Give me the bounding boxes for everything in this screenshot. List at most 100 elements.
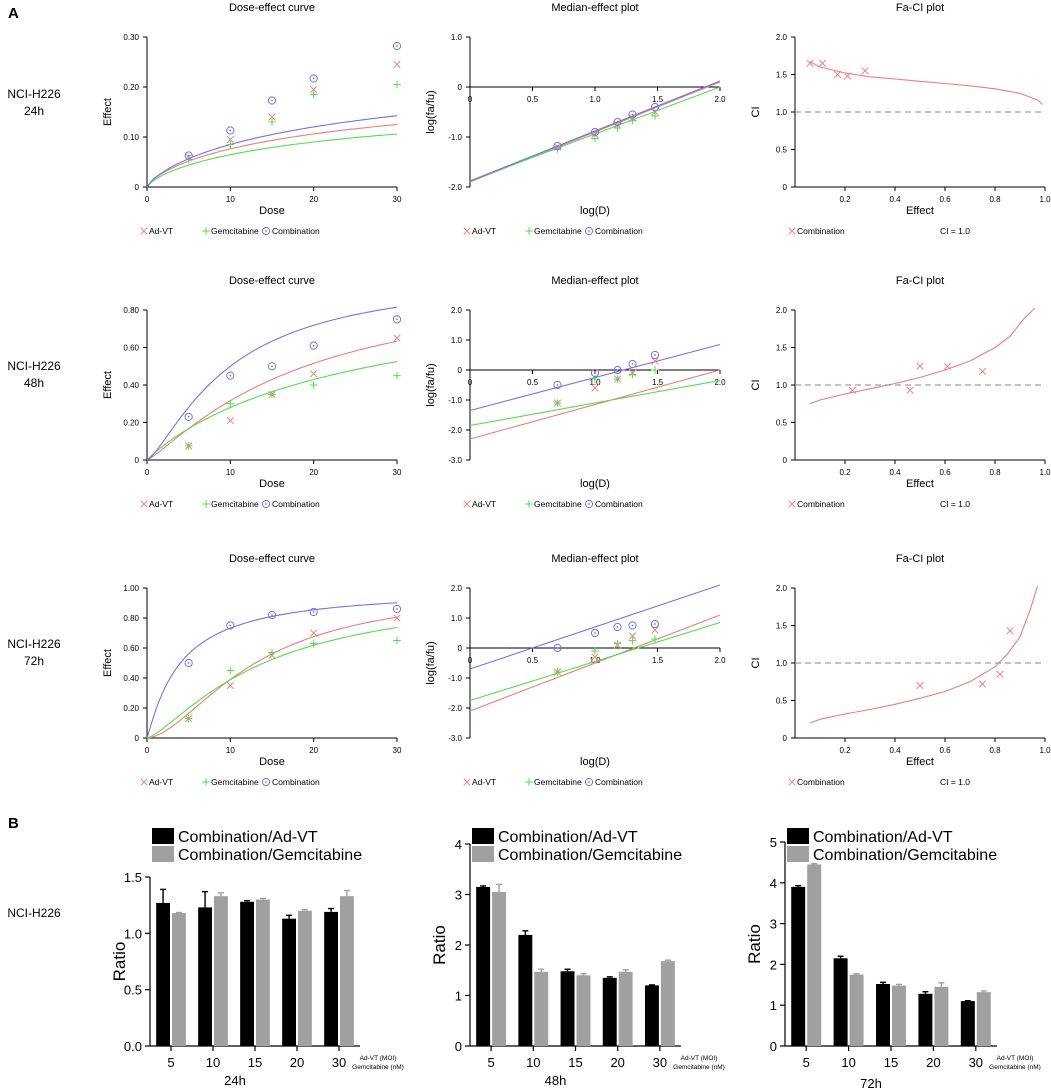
- marker-x: [463, 227, 471, 235]
- bar: [976, 992, 991, 1046]
- marker-dot: [312, 344, 315, 347]
- x-tick-label: 5: [167, 1055, 174, 1070]
- bar: [340, 896, 354, 1046]
- series-comb: [184, 41, 402, 160]
- y-tick-label: 2.0: [776, 33, 788, 42]
- marker-dot: [616, 369, 619, 371]
- legend-label: Combination: [595, 226, 643, 236]
- legend: Ad-VT Gemcitabine Combination: [463, 777, 643, 787]
- legend: Combination CI = 1.0: [788, 777, 970, 787]
- bar: [198, 907, 212, 1046]
- chart-title: Fa-CI plot: [896, 275, 944, 287]
- bar: [644, 985, 659, 1046]
- y-tick-label: 0: [458, 366, 463, 375]
- marker-x: [463, 778, 471, 786]
- marker-x: [393, 60, 401, 69]
- marker-circle: [553, 141, 562, 151]
- legend-label: Combination/Gemcitabine: [498, 847, 682, 864]
- legend-label: Ad-VT: [472, 499, 496, 509]
- x-tick-label: 5: [487, 1055, 494, 1070]
- x-tick-label: 20: [309, 195, 318, 204]
- y-tick-label: 0: [783, 456, 788, 465]
- row-label-time: 24h: [24, 104, 44, 118]
- y-tick-label: 0: [458, 644, 463, 653]
- marker-x: [591, 130, 599, 139]
- marker-dot: [594, 131, 596, 133]
- y-tick-label: 4: [770, 876, 777, 891]
- fit-curve-adv: [146, 123, 398, 188]
- legend-label: Combination: [595, 499, 643, 509]
- y-tick-label: 0.10: [123, 133, 139, 142]
- bar: [833, 958, 848, 1046]
- marker-circle: [613, 365, 622, 375]
- marker-circle: [267, 96, 277, 105]
- marker-x: [978, 680, 987, 688]
- y-tick-label: 1.5: [776, 622, 788, 631]
- row-label-time: 48h: [24, 376, 44, 390]
- marker-dot: [631, 624, 634, 627]
- marker-x: [140, 778, 148, 786]
- y-axis-label: Ratio: [110, 942, 129, 982]
- y-tick-label: -1.0: [448, 396, 462, 405]
- y-tick-label: 5: [770, 835, 777, 850]
- x-tick-label: 0.5: [527, 656, 539, 665]
- marker-dot: [616, 626, 619, 628]
- series-gem: [184, 371, 401, 450]
- x-tick-label: 0.5: [527, 378, 539, 387]
- x-tick-label: 20: [926, 1055, 940, 1070]
- y-axis-label: CI: [750, 380, 762, 391]
- y-axis-label: log(fa/fu): [425, 90, 437, 133]
- fit-curve-comb: [146, 306, 398, 461]
- x-tick-label: 30: [653, 1055, 667, 1070]
- bar-row-label: NCI-H226: [7, 906, 61, 920]
- chart-bar48: Combination/Ad-VTCombination/Gemcitabine…: [430, 828, 725, 1088]
- y-tick-label: 1.0: [776, 381, 788, 390]
- legend-label: CI = 1.0: [940, 499, 970, 509]
- marker-circle: [226, 621, 235, 630]
- marker-circle: [392, 604, 402, 614]
- marker-x: [226, 681, 234, 690]
- series-adv: [185, 334, 401, 450]
- row-label-time: 72h: [24, 654, 44, 668]
- marker-dot: [265, 503, 267, 505]
- y-tick-label: 0: [135, 183, 140, 192]
- series-adv: [553, 626, 659, 676]
- marker-dot: [594, 632, 596, 634]
- chart-title: Median-effect plot: [551, 2, 638, 14]
- marker-dot: [556, 145, 559, 147]
- marker-dot: [654, 623, 656, 625]
- marker-x: [226, 416, 234, 425]
- marker-x: [226, 135, 234, 144]
- y-axis-label: Ratio: [745, 924, 764, 964]
- fit-line-gem: [469, 379, 721, 427]
- x-tick-label: 2.0: [714, 656, 726, 665]
- y-axis-label: Effect: [102, 98, 114, 126]
- x-tick-label: 0.4: [889, 195, 901, 204]
- marker-dot: [654, 354, 656, 356]
- y-tick-label: 3: [770, 917, 777, 932]
- marker-x: [591, 384, 599, 392]
- marker-x: [818, 59, 827, 67]
- y-tick-label: 1.5: [776, 71, 788, 80]
- x-tick-label: 30: [332, 1055, 346, 1070]
- legend-label: Combination/Ad-VT: [813, 829, 953, 846]
- y-tick-label: 0: [135, 456, 140, 465]
- legend-label: Combination: [272, 777, 320, 787]
- legend: Ad-VT Gemcitabine Combination: [463, 499, 643, 509]
- marker-circle: [650, 619, 660, 629]
- y-tick-label: 0: [783, 734, 788, 743]
- marker-x: [978, 367, 987, 376]
- chart-me72: Median-effect plot -3.0 -2.0 -1.0 0 1.0 2.0 log…: [425, 553, 726, 787]
- bar: [492, 891, 507, 1046]
- fit-line-comb: [469, 80, 721, 182]
- x-axis-note: Gemcitabine (nM): [352, 1064, 404, 1071]
- y-tick-label: 0: [135, 734, 140, 743]
- chart-me24: Median-effect plot -2.0 -1.0 0 1.0 log(fa/fu)…: [425, 2, 726, 236]
- y-tick-label: 1: [770, 998, 777, 1013]
- marker-circle: [261, 499, 271, 509]
- marker-dot: [396, 608, 398, 610]
- y-tick-label: 0.40: [123, 674, 139, 683]
- x-tick-label: 0.6: [939, 746, 951, 755]
